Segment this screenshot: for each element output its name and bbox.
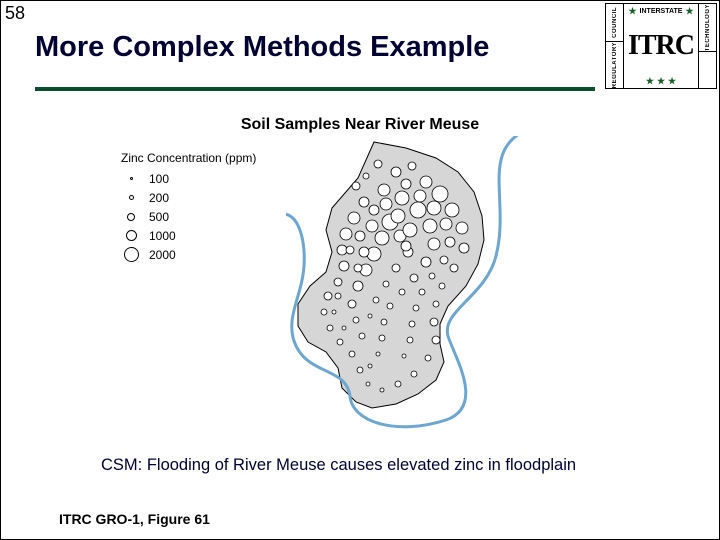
- logo-main-text: ITRC: [624, 18, 698, 74]
- caption-main: CSM: Flooding of River Meuse causes elev…: [101, 455, 621, 476]
- legend-circle-icon: [129, 195, 134, 200]
- logo-left-top-text: COUNCIL: [612, 7, 618, 38]
- itrc-logo: COUNCIL REGULATORY ★INTERSTATE★ ITRC ★★★…: [605, 3, 717, 89]
- logo-right-top-text: TECHNOLOGY: [705, 4, 711, 51]
- title-underline: [35, 87, 595, 91]
- legend-circle-icon: [124, 247, 139, 262]
- legend-item: 200: [121, 188, 281, 207]
- caption-ref: ITRC GRO-1, Figure 61: [59, 511, 210, 527]
- slide-title: More Complex Methods Example: [35, 31, 489, 64]
- legend-label: 100: [149, 172, 169, 186]
- legend-item: 500: [121, 207, 281, 226]
- legend-label: 2000: [149, 248, 176, 262]
- legend-circle-icon: [127, 213, 135, 221]
- legend-label: 1000: [149, 229, 176, 243]
- legend-title: Zinc Concentration (ppm): [121, 151, 281, 165]
- chart-title: Soil Samples Near River Meuse: [1, 116, 719, 134]
- chart-legend: Zinc Concentration (ppm) 100 200 500 1000 20…: [121, 151, 281, 264]
- bubble-map: [286, 136, 536, 436]
- legend-item: 2000: [121, 245, 281, 264]
- legend-label: 200: [149, 191, 169, 205]
- legend-circle-icon: [126, 230, 137, 241]
- legend-circle-icon: [130, 177, 133, 180]
- page-number: 58: [5, 3, 25, 24]
- logo-left-bot-text: REGULATORY: [612, 42, 618, 88]
- legend-item: 1000: [121, 226, 281, 245]
- logo-mid-top-text: INTERSTATE: [640, 8, 683, 15]
- legend-item: 100: [121, 169, 281, 188]
- legend-label: 500: [149, 210, 169, 224]
